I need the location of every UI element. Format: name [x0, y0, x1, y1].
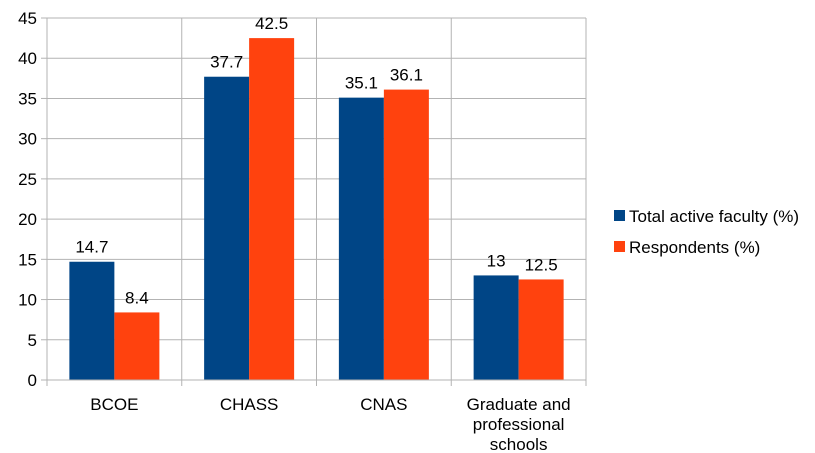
bar-total-faculty: [204, 76, 250, 381]
y-tick-label: 20: [18, 210, 37, 229]
bar-total-faculty: [338, 97, 384, 380]
data-label: 42.5: [255, 14, 288, 33]
data-label: 8.4: [125, 288, 149, 307]
legend-label: Total active faculty (%): [629, 207, 799, 226]
x-category-label: CHASS: [220, 395, 279, 414]
y-tick-label: 5: [28, 331, 37, 350]
bar-respondents: [249, 38, 295, 380]
axes: 0 5 10 15 20 25 30 35 40 45 BCOE CHASS CNAS Graduate …: [18, 9, 587, 453]
bar-respondents: [383, 89, 429, 381]
legend: Total active faculty (%) Respondents (%): [614, 207, 799, 257]
y-tick-label: 40: [18, 49, 37, 68]
data-label: 13: [487, 251, 506, 270]
data-label: 37.7: [210, 53, 243, 72]
bar-total-faculty: [473, 275, 519, 380]
y-tick-label: 10: [18, 291, 37, 310]
x-category-label: Graduate and professional schools: [467, 395, 571, 453]
bar-respondents: [518, 279, 564, 380]
y-tick-label: 0: [28, 371, 37, 390]
x-category-label: BCOE: [90, 395, 138, 414]
bar-total-faculty: [69, 261, 115, 380]
legend-swatch: [614, 241, 625, 252]
y-tick-label: 15: [18, 250, 37, 269]
y-tick-label: 35: [18, 89, 37, 108]
bars: [69, 38, 564, 381]
bar-respondents: [114, 312, 160, 380]
x-category-label: CNAS: [360, 395, 407, 414]
gridlines: [47, 17, 587, 380]
legend-label: Respondents (%): [629, 238, 760, 257]
data-label: 14.7: [75, 238, 108, 257]
data-label: 12.5: [525, 255, 558, 274]
data-label: 35.1: [345, 74, 378, 93]
y-tick-label: 30: [18, 130, 37, 149]
y-tick-label: 45: [18, 9, 37, 28]
legend-swatch: [614, 210, 625, 221]
data-label: 36.1: [390, 66, 423, 85]
data-labels: 14.7 37.7 35.1 13 8.4 42.5 36.1 12.5: [75, 14, 557, 307]
y-tick-label: 25: [18, 170, 37, 189]
